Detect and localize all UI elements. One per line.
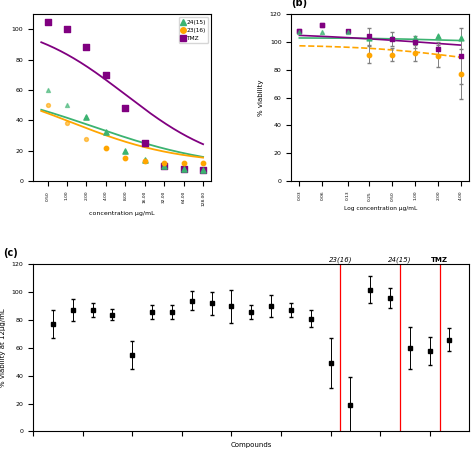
X-axis label: concentration μg/mL: concentration μg/mL (90, 211, 155, 217)
Point (121, 155, 129, 162)
Point (199, 167, 207, 174)
Point (411, 34, 419, 42)
Point (180, 165, 187, 173)
Text: (c): (c) (3, 248, 18, 258)
Point (365, 51, 373, 58)
Point (63, 119, 71, 127)
Point (82, 135, 90, 142)
Point (457, 52, 465, 60)
Point (435, 45, 442, 53)
Point (457, 34, 465, 42)
Point (63, 26, 71, 33)
Point (141, 157, 148, 165)
Point (102, 71, 109, 79)
Point (319, 21, 326, 29)
Point (319, 28, 326, 36)
Point (82, 44, 90, 51)
Point (44, 18, 51, 26)
Legend: 24(15), 23(16), TMZ: 24(15), 23(16), TMZ (179, 17, 208, 43)
Text: 24(15): 24(15) (388, 256, 411, 263)
Point (160, 162, 168, 170)
Y-axis label: % viability: % viability (258, 79, 264, 116)
Point (319, 21, 326, 29)
Point (44, 86, 51, 94)
Point (344, 28, 352, 36)
Point (435, 33, 442, 40)
Point (121, 104, 129, 112)
Y-axis label: % viability at 12μg/mL: % viability at 12μg/mL (0, 309, 6, 387)
Text: TMZ: TMZ (431, 257, 448, 263)
X-axis label: Log concentration μg/mL: Log concentration μg/mL (344, 206, 417, 211)
Point (365, 34, 373, 42)
Point (365, 33, 373, 40)
X-axis label: Compounds: Compounds (230, 442, 272, 448)
Point (296, 27, 303, 35)
Point (63, 101, 71, 109)
Point (180, 165, 187, 173)
Point (389, 51, 396, 58)
Point (435, 52, 442, 60)
Text: (b): (b) (291, 0, 308, 8)
Point (344, 27, 352, 35)
Point (411, 38, 419, 46)
Point (199, 159, 207, 167)
Point (296, 28, 303, 36)
Point (121, 147, 129, 155)
Point (389, 34, 396, 42)
Text: 23(16): 23(16) (328, 256, 352, 263)
Point (102, 144, 109, 152)
Point (411, 49, 419, 57)
Point (296, 27, 303, 35)
Point (44, 101, 51, 109)
Point (389, 36, 396, 43)
Point (141, 139, 148, 147)
Point (160, 162, 168, 170)
Point (180, 159, 187, 167)
Point (102, 129, 109, 137)
Point (199, 167, 207, 174)
Point (160, 159, 168, 167)
Point (82, 113, 90, 121)
Point (141, 156, 148, 164)
Point (457, 70, 465, 78)
